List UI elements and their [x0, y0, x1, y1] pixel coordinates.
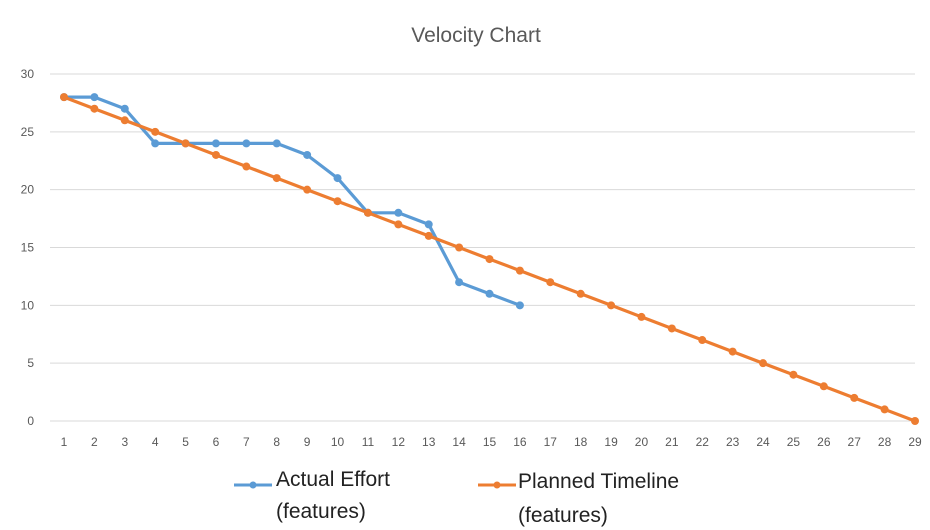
x-tick-label-27: 27 — [848, 435, 862, 449]
data-point-planned-timeline-28 — [880, 405, 889, 414]
legend-item-actual-effort: Actual Effort (features) — [234, 468, 390, 523]
x-tick-label-3: 3 — [121, 435, 128, 449]
x-tick-label-18: 18 — [574, 435, 588, 449]
data-point-planned-timeline-18 — [576, 289, 585, 298]
x-tick-label-22: 22 — [696, 435, 710, 449]
legend-marker-actual-effort — [249, 481, 257, 489]
x-tick-label-26: 26 — [817, 435, 831, 449]
data-point-planned-timeline-13 — [424, 231, 433, 240]
data-point-actual-effort-12 — [394, 208, 403, 217]
x-tick-label-19: 19 — [604, 435, 618, 449]
x-tick-label-16: 16 — [513, 435, 527, 449]
y-tick-label-10: 10 — [21, 298, 35, 312]
x-tick-label-7: 7 — [243, 435, 250, 449]
x-tick-label-28: 28 — [878, 435, 892, 449]
data-point-planned-timeline-19 — [607, 301, 616, 310]
x-tick-label-4: 4 — [152, 435, 159, 449]
x-tick-label-15: 15 — [483, 435, 497, 449]
data-point-actual-effort-10 — [333, 174, 342, 183]
data-point-planned-timeline-2 — [90, 104, 99, 113]
series-layer — [60, 93, 919, 425]
data-point-planned-timeline-17 — [546, 278, 555, 287]
data-point-actual-effort-8 — [272, 139, 281, 148]
data-point-planned-timeline-8 — [272, 174, 281, 183]
x-tick-label-29: 29 — [908, 435, 922, 449]
legend: Actual Effort (features) Planned Timelin… — [234, 468, 679, 527]
legend-label-planned-timeline-line2: (features) — [518, 504, 608, 527]
series-actual-effort — [60, 93, 524, 310]
data-point-actual-effort-9 — [303, 150, 312, 159]
legend-item-planned-timeline: Planned Timeline (features) — [478, 470, 679, 527]
x-tick-label-2: 2 — [91, 435, 98, 449]
data-point-planned-timeline-14 — [455, 243, 464, 252]
x-tick-label-20: 20 — [635, 435, 649, 449]
x-tick-label-17: 17 — [544, 435, 558, 449]
data-point-planned-timeline-21 — [667, 324, 676, 333]
x-tick-label-8: 8 — [273, 435, 280, 449]
data-point-planned-timeline-4 — [151, 127, 160, 136]
y-tick-label-30: 30 — [21, 67, 35, 81]
data-point-planned-timeline-1 — [60, 93, 68, 102]
data-point-actual-effort-7 — [242, 139, 251, 148]
x-tick-label-11: 11 — [362, 435, 375, 449]
y-tick-label-0: 0 — [27, 414, 34, 428]
legend-label-actual-effort-line2: (features) — [276, 500, 366, 523]
data-point-planned-timeline-10 — [333, 197, 342, 206]
y-tick-label-5: 5 — [27, 356, 34, 370]
gridlines — [50, 73, 915, 422]
data-point-planned-timeline-6 — [211, 150, 220, 159]
data-point-actual-effort-15 — [485, 289, 494, 298]
data-point-planned-timeline-15 — [485, 255, 494, 264]
x-tick-label-10: 10 — [331, 435, 345, 449]
x-tick-label-12: 12 — [392, 435, 406, 449]
data-point-planned-timeline-25 — [789, 370, 798, 379]
x-tick-label-9: 9 — [304, 435, 311, 449]
data-point-planned-timeline-16 — [515, 266, 524, 275]
x-tick-label-1: 1 — [61, 435, 68, 449]
data-point-planned-timeline-22 — [698, 336, 707, 345]
x-tick-label-23: 23 — [726, 435, 740, 449]
data-point-planned-timeline-9 — [303, 185, 312, 194]
x-axis-ticks: 1 2 3 4 5 6 7 8 9 10 11 12 13 14 15 16 17 18 19 20 21 22 23 24 2… — [61, 435, 922, 449]
series-line-actual-effort — [62, 95, 522, 307]
data-point-planned-timeline-11 — [363, 208, 372, 217]
y-axis-ticks: 0 5 10 15 20 25 30 — [21, 67, 35, 428]
legend-label-planned-timeline-line1: Planned Timeline — [518, 470, 679, 493]
y-tick-label-15: 15 — [21, 241, 35, 255]
chart-title: Velocity Chart — [411, 24, 541, 47]
x-tick-label-14: 14 — [452, 435, 466, 449]
data-point-planned-timeline-26 — [819, 382, 828, 391]
data-point-planned-timeline-12 — [394, 220, 403, 229]
y-tick-label-20: 20 — [21, 183, 35, 197]
series-planned-timeline — [60, 93, 919, 425]
data-point-planned-timeline-7 — [242, 162, 251, 171]
legend-label-actual-effort-line1: Actual Effort — [276, 468, 390, 491]
data-point-actual-effort-3 — [120, 104, 129, 113]
data-point-planned-timeline-29 — [911, 417, 919, 425]
data-point-actual-effort-13 — [424, 220, 433, 229]
x-tick-label-6: 6 — [213, 435, 220, 449]
data-point-actual-effort-4 — [151, 139, 160, 148]
data-point-planned-timeline-23 — [728, 347, 737, 356]
data-point-planned-timeline-5 — [181, 139, 190, 148]
x-tick-label-25: 25 — [787, 435, 801, 449]
x-tick-label-13: 13 — [422, 435, 436, 449]
data-point-planned-timeline-27 — [850, 393, 859, 402]
legend-marker-planned-timeline — [493, 481, 501, 489]
data-point-actual-effort-2 — [90, 93, 99, 102]
data-point-planned-timeline-20 — [637, 312, 646, 321]
data-point-actual-effort-6 — [211, 139, 220, 148]
data-point-actual-effort-14 — [455, 278, 464, 287]
x-tick-label-5: 5 — [182, 435, 189, 449]
x-tick-label-21: 21 — [665, 435, 679, 449]
x-tick-label-24: 24 — [756, 435, 770, 449]
y-tick-label-25: 25 — [21, 125, 35, 139]
data-point-planned-timeline-24 — [759, 359, 768, 368]
data-point-actual-effort-16 — [515, 301, 524, 310]
data-point-planned-timeline-3 — [120, 116, 129, 125]
